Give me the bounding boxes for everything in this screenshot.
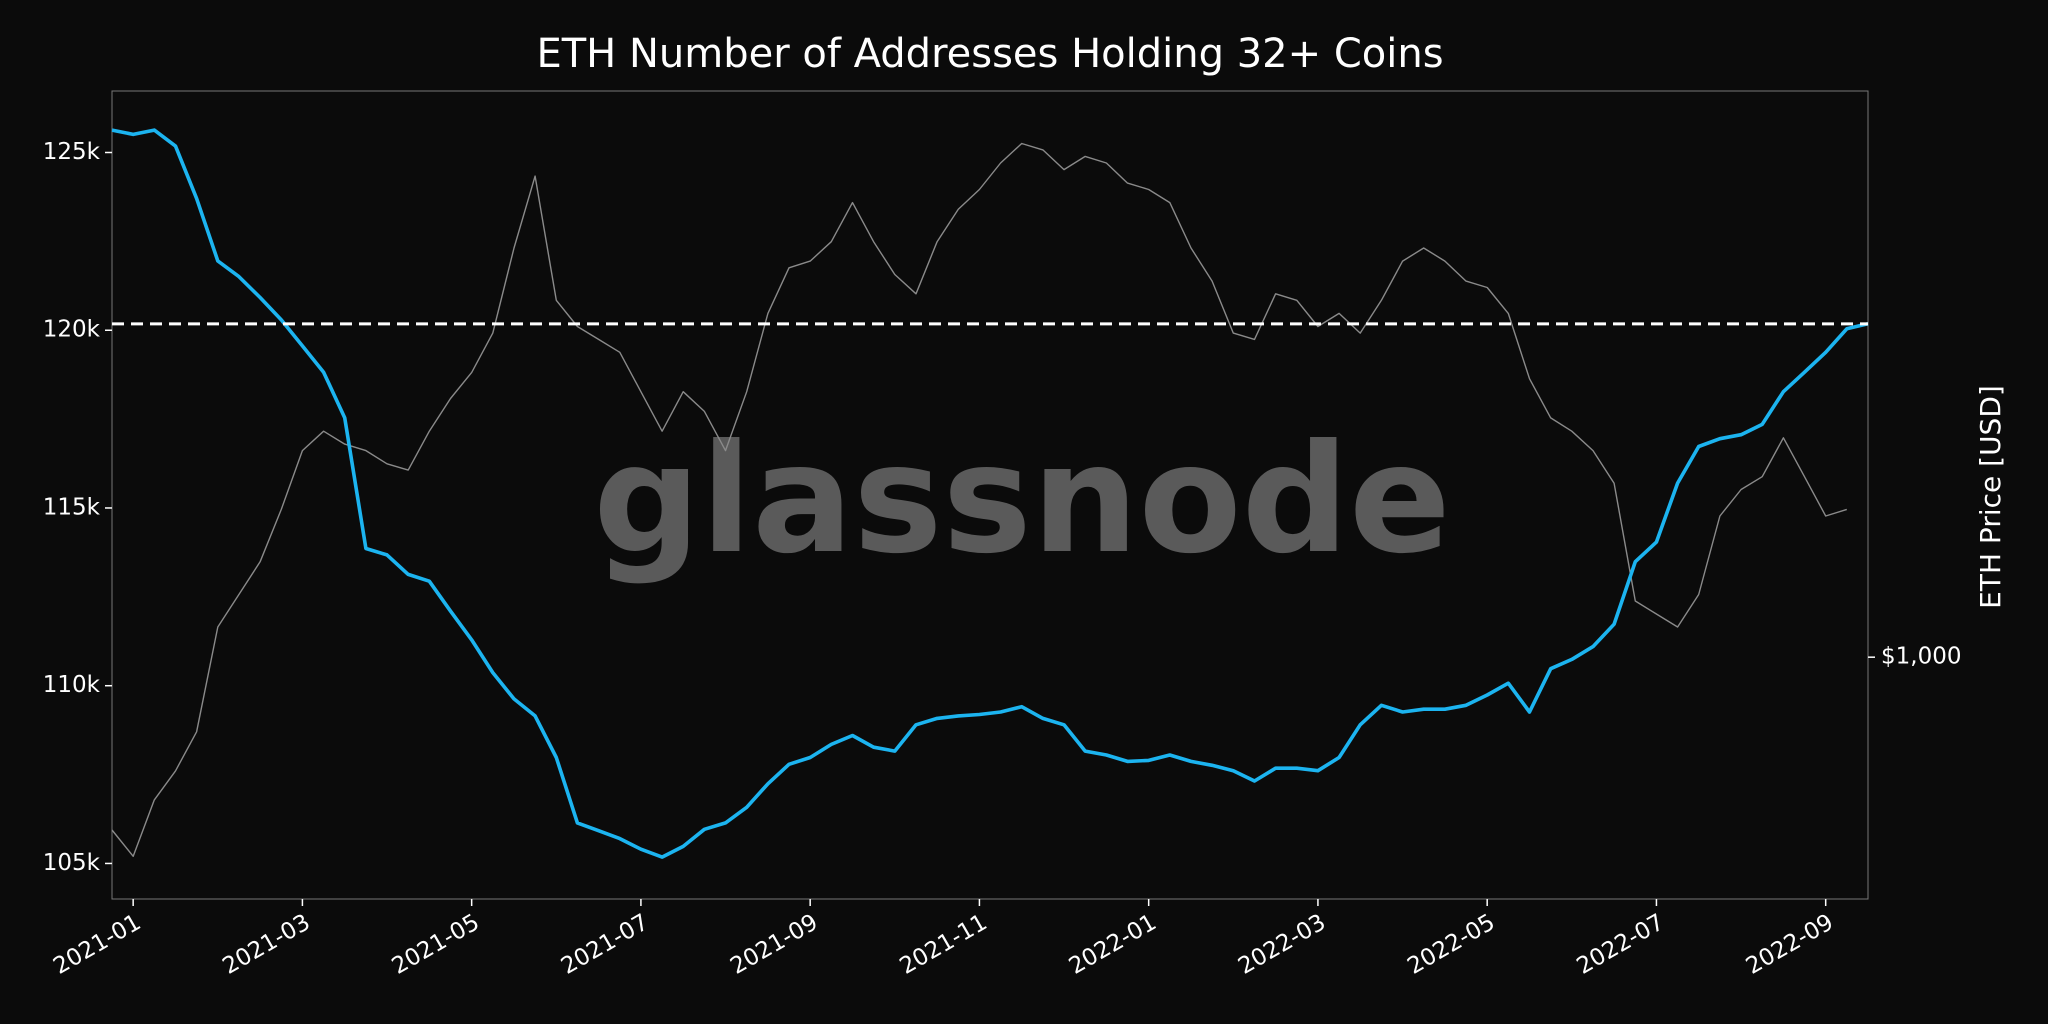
series-line [111,128,1869,859]
y-tick-label: 110k [43,672,101,698]
y2-axis-label: ETH Price [USD] [1974,385,2007,609]
price-line [111,142,1848,857]
chart-title: ETH Number of Addresses Holding 32+ Coin… [536,31,1443,77]
watermark: glassnode [593,413,1451,587]
y-tick-label: 125k [43,139,101,165]
y-tick-label: 115k [43,494,101,520]
y2-tick-label: $1,000 [1881,644,1961,670]
y-tick-label: 105k [43,850,101,876]
y-tick-label: 120k [43,317,101,343]
plot-frame [111,90,1869,900]
